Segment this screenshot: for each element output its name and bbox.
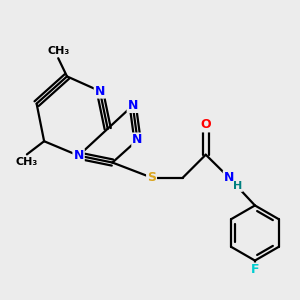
Text: N: N (132, 134, 143, 146)
Text: N: N (224, 171, 234, 184)
Text: S: S (147, 171, 156, 184)
Text: H: H (233, 181, 242, 191)
Text: O: O (200, 118, 211, 131)
Text: N: N (74, 149, 84, 162)
Text: F: F (251, 263, 259, 277)
Text: CH₃: CH₃ (47, 46, 69, 56)
Text: N: N (128, 99, 138, 112)
Text: N: N (95, 85, 105, 98)
Text: CH₃: CH₃ (16, 157, 38, 167)
